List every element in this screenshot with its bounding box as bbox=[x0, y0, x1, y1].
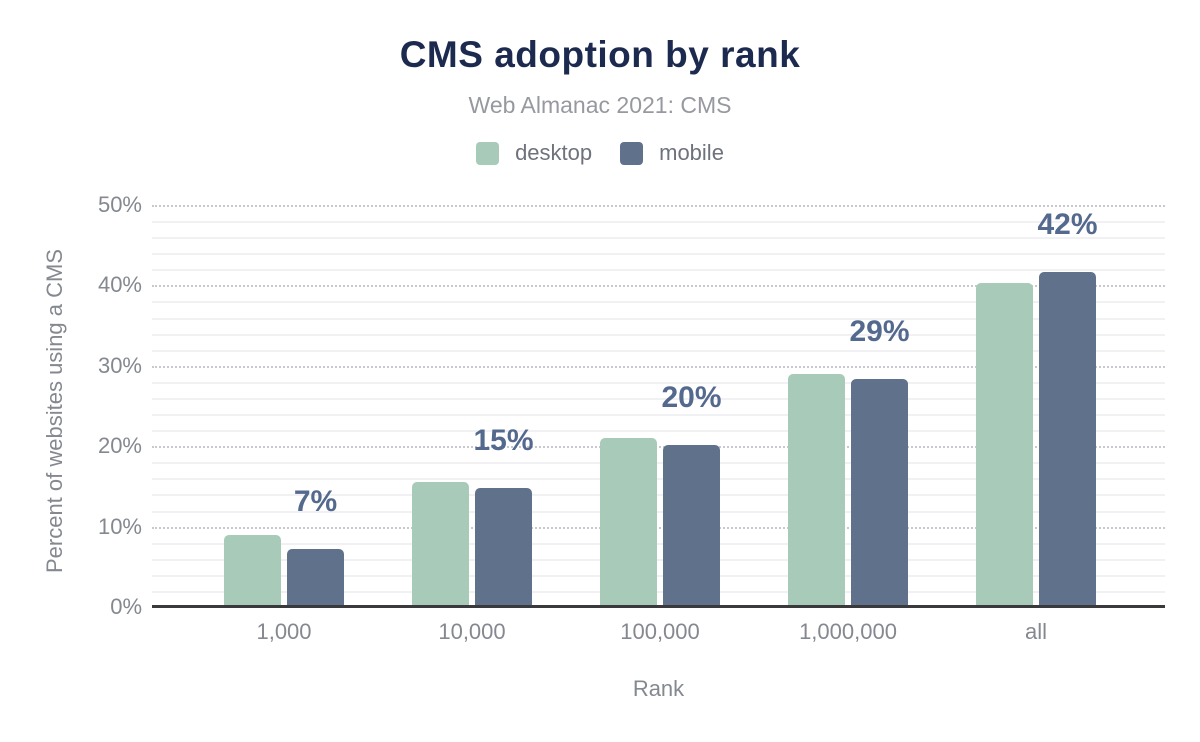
minor-gridline bbox=[152, 349, 1165, 352]
mobile-bar-all[interactable] bbox=[1039, 271, 1096, 607]
chart-subtitle: Web Almanac 2021: CMS bbox=[468, 92, 732, 118]
legend-label-desktop: desktop bbox=[515, 140, 593, 165]
legend-label-mobile: mobile bbox=[659, 140, 724, 165]
desktop-bar-10000[interactable] bbox=[412, 481, 469, 607]
minor-gridline bbox=[152, 542, 1165, 545]
value-annotation: 29% bbox=[849, 315, 910, 349]
major-gridline bbox=[152, 285, 1165, 288]
legend-item-desktop: desktop bbox=[476, 140, 592, 166]
legend-item-mobile: mobile bbox=[620, 140, 724, 166]
plot-area: 7% 15% 20% 29% 42% bbox=[152, 205, 1165, 607]
minor-gridline bbox=[152, 462, 1165, 465]
legend: desktop mobile bbox=[0, 140, 1200, 166]
desktop-swatch-icon bbox=[476, 141, 500, 165]
y-tick-label: 40% bbox=[97, 272, 142, 298]
mobile-bar-1000000[interactable] bbox=[851, 379, 908, 607]
minor-gridline bbox=[152, 510, 1165, 513]
value-annotation: 42% bbox=[1037, 207, 1098, 241]
minor-gridline bbox=[152, 558, 1165, 561]
minor-gridline bbox=[152, 269, 1165, 272]
x-tick-label: 1,000,000 bbox=[799, 619, 897, 644]
desktop-bar-1000000[interactable] bbox=[788, 373, 845, 607]
y-tick-label: 20% bbox=[97, 433, 142, 459]
x-tick-label: 10,000 bbox=[438, 619, 506, 644]
major-gridline bbox=[152, 365, 1165, 368]
y-tick-label: 30% bbox=[97, 352, 142, 378]
minor-gridline bbox=[152, 221, 1165, 224]
desktop-bar-100000[interactable] bbox=[600, 438, 657, 607]
mobile-bar-10000[interactable] bbox=[475, 488, 532, 607]
minor-gridline bbox=[152, 237, 1165, 240]
minor-gridline bbox=[152, 574, 1165, 577]
minor-gridline bbox=[152, 333, 1165, 336]
major-gridline bbox=[152, 446, 1165, 449]
y-tick-label: 0% bbox=[110, 594, 142, 619]
x-tick-label: 1,000 bbox=[256, 619, 312, 644]
x-axis-title: Rank bbox=[632, 676, 685, 701]
desktop-bar-all[interactable] bbox=[976, 283, 1033, 607]
mobile-bar-1000[interactable] bbox=[287, 549, 344, 607]
value-annotation: 15% bbox=[473, 424, 534, 458]
y-tick-label: 10% bbox=[97, 513, 142, 539]
mobile-swatch-icon bbox=[620, 141, 644, 165]
value-annotation: 20% bbox=[661, 380, 722, 414]
minor-gridline bbox=[152, 301, 1165, 304]
minor-gridline bbox=[152, 414, 1165, 417]
minor-gridline bbox=[152, 478, 1165, 481]
x-axis-line bbox=[152, 605, 1165, 608]
minor-gridline bbox=[152, 430, 1165, 433]
major-gridline bbox=[152, 526, 1165, 529]
y-tick-label: 50% bbox=[97, 192, 142, 217]
value-annotation: 7% bbox=[293, 485, 338, 519]
minor-gridline bbox=[152, 397, 1165, 400]
chart-title: CMS adoption by rank bbox=[399, 34, 801, 75]
minor-gridline bbox=[152, 494, 1165, 497]
x-tick-label: all bbox=[1024, 619, 1047, 644]
minor-gridline bbox=[152, 590, 1165, 593]
desktop-bar-1000[interactable] bbox=[224, 535, 281, 607]
minor-gridline bbox=[152, 381, 1165, 384]
x-tick-label: 100,000 bbox=[620, 619, 700, 644]
minor-gridline bbox=[152, 317, 1165, 320]
mobile-bar-100000[interactable] bbox=[663, 444, 720, 607]
major-gridline bbox=[152, 205, 1165, 207]
minor-gridline bbox=[152, 253, 1165, 256]
